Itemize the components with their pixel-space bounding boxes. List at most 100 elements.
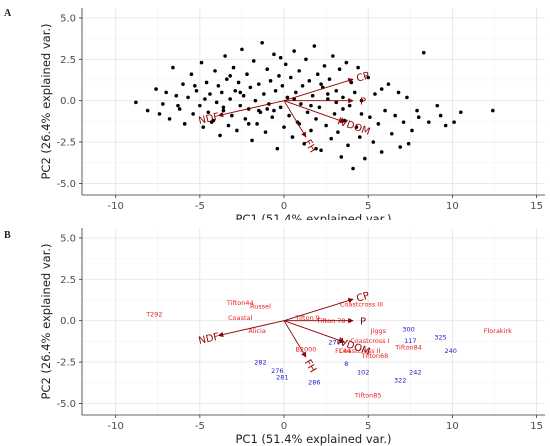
y-tick-label: 2.5 — [60, 55, 76, 66]
data-point — [275, 146, 280, 151]
y-axis-title: PC2 (26.4% explained var.) — [39, 243, 53, 399]
data-point — [341, 107, 345, 111]
data-point — [191, 112, 195, 116]
sample-label-blue: 240 — [445, 347, 457, 355]
data-point — [309, 128, 313, 133]
data-point — [199, 60, 204, 65]
sample-label-red: Coastcross III — [340, 301, 383, 309]
sample-label-red: Alicia — [248, 327, 265, 335]
data-point — [376, 122, 381, 126]
plot-background — [82, 228, 545, 415]
data-point — [238, 90, 243, 95]
data-point — [304, 57, 308, 62]
sample-label-red: Tifton 9 — [294, 314, 320, 322]
data-point — [157, 112, 162, 116]
sample-label-red: T292 — [145, 311, 162, 319]
data-point — [278, 55, 283, 60]
data-point — [246, 122, 251, 126]
data-point — [359, 98, 364, 103]
data-point — [396, 90, 401, 95]
x-axis-title: PC1 (51.4% explained var.) — [235, 212, 391, 220]
data-point — [251, 59, 256, 63]
biplot-chart-b: -10 -5 0 5 10 15 5.0 2.5 0.0 -2.5 -5.0 PC1 (51.4% e… — [39, 228, 545, 446]
data-point — [312, 44, 317, 48]
data-point — [236, 80, 241, 85]
data-point — [221, 105, 226, 110]
data-point — [379, 87, 384, 91]
sample-label-red: Coastcross I — [350, 337, 389, 345]
data-point — [347, 103, 352, 108]
y-tick-label: 5.0 — [60, 13, 76, 24]
data-point — [280, 83, 285, 88]
sample-label-blue: 322 — [394, 377, 406, 385]
sample-label-red: Tifton84 — [394, 344, 422, 352]
data-point — [334, 88, 339, 93]
loading-arrow-label: NDF — [198, 112, 221, 127]
sample-label-red: Coastcross II — [339, 347, 380, 355]
plot-background — [82, 8, 545, 195]
data-point — [198, 103, 202, 108]
data-point — [285, 95, 290, 100]
y-tick-label: 2.5 — [60, 275, 76, 286]
data-point — [314, 146, 318, 151]
data-point — [427, 120, 431, 124]
data-point — [314, 117, 318, 121]
data-point — [349, 80, 354, 85]
data-point — [181, 82, 185, 86]
data-point — [346, 143, 350, 148]
data-point — [379, 150, 384, 154]
data-point — [329, 136, 333, 141]
x-tick-label: -5 — [195, 201, 205, 212]
data-point — [326, 92, 330, 96]
data-point — [324, 123, 328, 128]
data-point — [410, 128, 414, 133]
data-point — [208, 92, 212, 96]
data-point — [176, 103, 180, 108]
data-point — [203, 97, 207, 101]
data-point — [398, 145, 403, 149]
y-tick-label: 5.0 — [60, 233, 76, 244]
data-point — [206, 110, 211, 115]
data-point — [416, 115, 421, 120]
x-tick-label: 10 — [446, 421, 459, 432]
data-point — [231, 65, 236, 70]
data-point — [309, 103, 313, 108]
sample-label-blue: 276 — [271, 367, 283, 375]
x-tick-label: -10 — [108, 421, 124, 432]
loading-arrow-label: P — [360, 317, 366, 328]
data-point — [235, 128, 239, 133]
data-point — [186, 95, 190, 100]
data-point — [401, 120, 406, 124]
data-point — [204, 80, 209, 85]
x-axis-title: PC1 (51.4% explained var.) — [235, 432, 391, 446]
loading-arrow-label: NDF — [198, 332, 221, 347]
data-point — [278, 105, 283, 110]
data-point — [351, 166, 355, 171]
data-point — [452, 120, 456, 124]
data-point — [224, 77, 229, 81]
data-point — [265, 67, 270, 72]
data-point — [356, 65, 360, 70]
data-point — [216, 83, 221, 88]
data-point — [240, 47, 244, 52]
loading-arrow — [283, 78, 354, 102]
loading-arrow — [283, 320, 346, 344]
data-point — [256, 108, 261, 113]
data-point — [393, 113, 397, 118]
sample-label-red: Russel — [250, 302, 271, 310]
data-point — [226, 123, 231, 128]
data-point — [327, 77, 332, 81]
y-tick-label: -2.5 — [56, 358, 76, 369]
data-point — [317, 105, 322, 110]
data-point — [336, 130, 340, 134]
data-point — [332, 112, 337, 116]
data-point — [354, 125, 359, 129]
data-point — [373, 92, 377, 96]
data-point — [337, 67, 342, 72]
data-point — [491, 108, 495, 113]
x-tick-label: 15 — [530, 201, 543, 212]
y-tick-label: 0.0 — [60, 96, 76, 107]
data-point — [177, 107, 182, 111]
sample-label-red: Jiggs — [370, 327, 387, 335]
data-point — [256, 82, 261, 86]
